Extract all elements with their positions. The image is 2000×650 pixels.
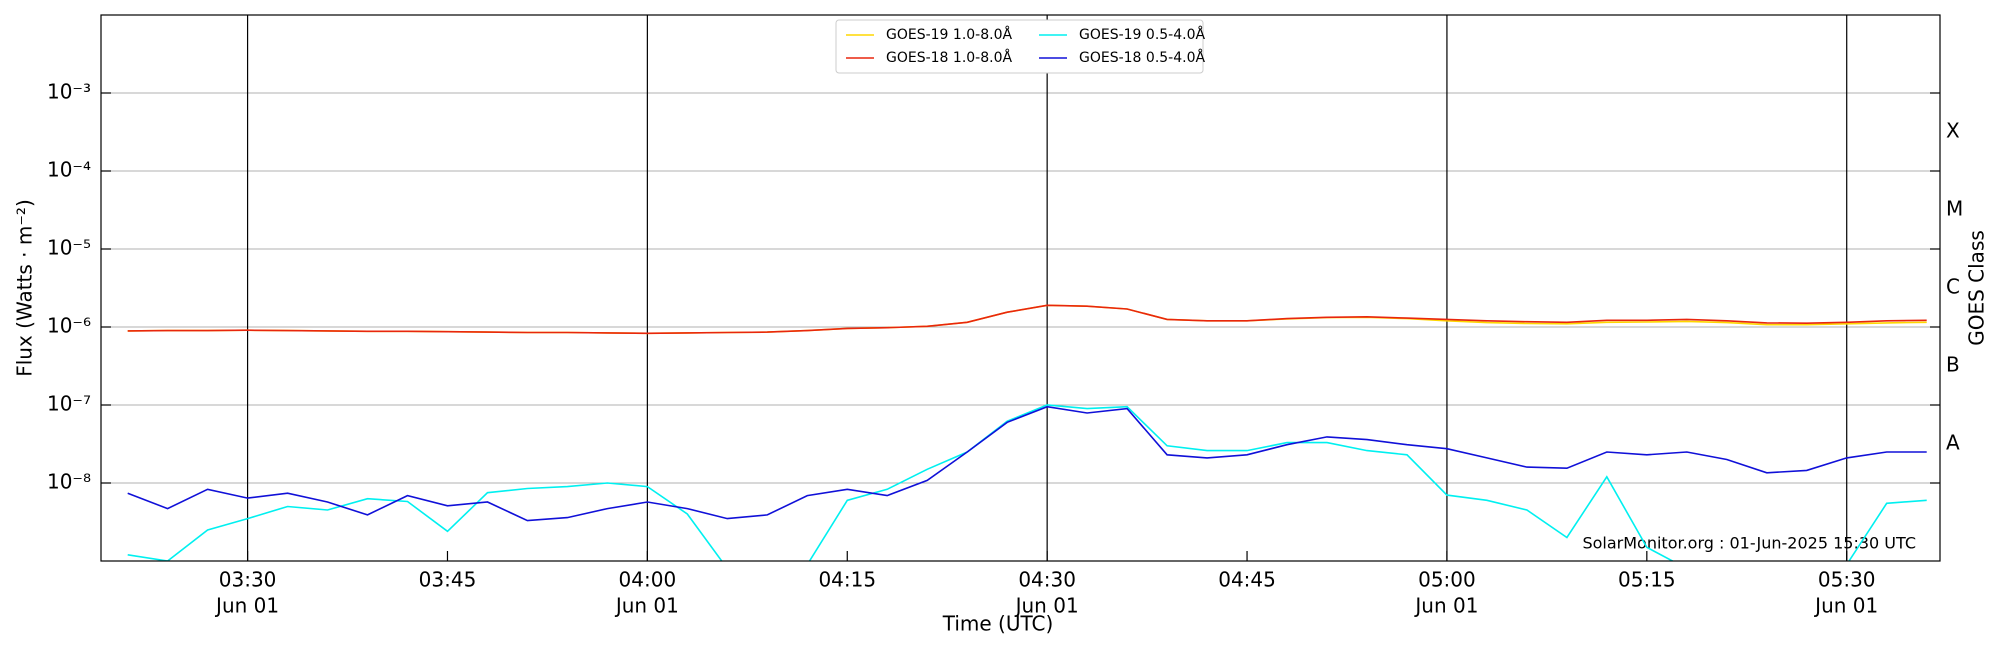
y2-axis-label: GOES Class bbox=[1965, 230, 1989, 346]
x-tick-label: 04:30 bbox=[1018, 568, 1076, 592]
legend-label: GOES-19 0.5-4.0Å bbox=[1079, 26, 1205, 43]
y-tick-label: 10⁻⁴ bbox=[47, 158, 91, 182]
x-tick-date: Jun 01 bbox=[614, 594, 679, 618]
x-tick-date: Jun 01 bbox=[1413, 594, 1478, 618]
class-label: X bbox=[1946, 119, 1960, 143]
annotation: SolarMonitor.org : 01-Jun-2025 15:30 UTC bbox=[1582, 534, 1916, 553]
x-tick-label: 03:45 bbox=[419, 568, 477, 592]
legend-box bbox=[835, 19, 1204, 74]
x-tick-label: 03:30 bbox=[219, 568, 277, 592]
class-label: B bbox=[1946, 353, 1960, 377]
x-tick-label: 05:00 bbox=[1418, 568, 1476, 592]
y-tick-label: 10⁻⁷ bbox=[47, 392, 91, 416]
x-tick-label: 05:30 bbox=[1818, 568, 1876, 592]
x-axis-label: Time (UTC) bbox=[942, 612, 1054, 636]
y-tick-label: 10⁻³ bbox=[47, 80, 91, 104]
series-line bbox=[127, 304, 1927, 335]
class-label: C bbox=[1946, 275, 1960, 299]
x-tick-date: Jun 01 bbox=[1014, 594, 1079, 618]
x-tick-date: Jun 01 bbox=[214, 594, 279, 618]
legend-label: GOES-18 0.5-4.0Å bbox=[1079, 49, 1205, 66]
class-label: M bbox=[1946, 197, 1963, 221]
y-tick-label: 10⁻⁵ bbox=[47, 236, 91, 260]
series-line bbox=[127, 404, 1927, 561]
plot-frame bbox=[100, 14, 1941, 562]
x-tick-label: 04:45 bbox=[1218, 568, 1276, 592]
legend-label: GOES-18 1.0-8.0Å bbox=[886, 49, 1012, 66]
y-tick-label: 10⁻⁶ bbox=[47, 314, 91, 338]
y-tick-label: 10⁻⁸ bbox=[47, 470, 91, 494]
class-label: A bbox=[1946, 431, 1960, 455]
y-axis-label: Flux (Watts · m⁻²) bbox=[13, 199, 37, 377]
x-tick-label: 04:00 bbox=[619, 568, 677, 592]
legend-label: GOES-19 1.0-8.0Å bbox=[886, 26, 1012, 43]
series-line bbox=[127, 405, 1927, 522]
x-tick-label: 05:15 bbox=[1618, 568, 1676, 592]
x-tick-date: Jun 01 bbox=[1813, 594, 1878, 618]
x-tick-label: 04:15 bbox=[818, 568, 876, 592]
plot-lines bbox=[127, 304, 1927, 561]
